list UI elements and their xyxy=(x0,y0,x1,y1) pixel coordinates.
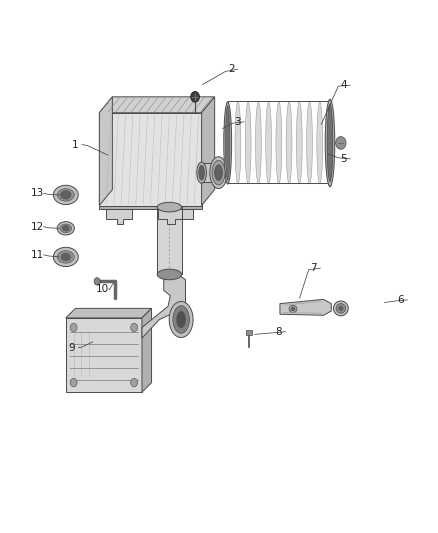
Polygon shape xyxy=(201,163,219,182)
Ellipse shape xyxy=(224,102,232,184)
Polygon shape xyxy=(66,318,142,392)
Polygon shape xyxy=(280,300,331,316)
Ellipse shape xyxy=(235,102,241,184)
Ellipse shape xyxy=(215,165,223,181)
Circle shape xyxy=(70,323,77,332)
Polygon shape xyxy=(142,272,185,338)
Ellipse shape xyxy=(297,102,302,184)
Ellipse shape xyxy=(53,247,78,266)
Polygon shape xyxy=(99,97,113,206)
Ellipse shape xyxy=(327,104,333,181)
Polygon shape xyxy=(106,206,132,224)
Ellipse shape xyxy=(57,251,74,263)
Ellipse shape xyxy=(199,165,205,180)
Ellipse shape xyxy=(169,302,193,337)
Circle shape xyxy=(191,92,199,102)
Ellipse shape xyxy=(62,225,69,231)
Text: 9: 9 xyxy=(69,343,75,353)
Polygon shape xyxy=(66,309,152,318)
Ellipse shape xyxy=(266,102,272,184)
Ellipse shape xyxy=(327,102,333,184)
Polygon shape xyxy=(142,309,152,392)
Text: 6: 6 xyxy=(398,295,404,305)
Ellipse shape xyxy=(276,102,282,184)
Ellipse shape xyxy=(57,189,74,201)
Ellipse shape xyxy=(225,102,231,184)
Bar xyxy=(246,330,252,335)
Ellipse shape xyxy=(60,191,71,199)
Polygon shape xyxy=(99,206,201,209)
Ellipse shape xyxy=(173,306,189,333)
Ellipse shape xyxy=(212,160,225,185)
Ellipse shape xyxy=(338,306,343,311)
Circle shape xyxy=(94,278,100,285)
Ellipse shape xyxy=(57,222,74,235)
Bar xyxy=(157,207,182,274)
Ellipse shape xyxy=(336,304,346,313)
Circle shape xyxy=(131,378,138,387)
Text: 8: 8 xyxy=(276,327,283,337)
Ellipse shape xyxy=(289,305,297,313)
Text: 2: 2 xyxy=(228,64,234,74)
Ellipse shape xyxy=(157,203,182,212)
Text: 5: 5 xyxy=(341,154,347,164)
Ellipse shape xyxy=(255,102,261,184)
Ellipse shape xyxy=(60,224,72,232)
Ellipse shape xyxy=(197,162,206,183)
Circle shape xyxy=(70,378,77,387)
Ellipse shape xyxy=(177,311,186,328)
Circle shape xyxy=(336,136,346,149)
Ellipse shape xyxy=(307,102,312,184)
Text: 12: 12 xyxy=(31,222,44,232)
Text: 1: 1 xyxy=(72,140,79,150)
Circle shape xyxy=(131,323,138,332)
Ellipse shape xyxy=(286,102,292,184)
Text: 7: 7 xyxy=(311,263,317,273)
Ellipse shape xyxy=(333,301,348,316)
Text: 10: 10 xyxy=(96,284,109,294)
Ellipse shape xyxy=(245,102,251,184)
Text: 13: 13 xyxy=(31,188,44,198)
Ellipse shape xyxy=(226,106,230,180)
Ellipse shape xyxy=(317,102,323,184)
Ellipse shape xyxy=(325,99,335,187)
Polygon shape xyxy=(99,97,215,113)
Polygon shape xyxy=(158,206,193,224)
Polygon shape xyxy=(99,113,201,206)
Ellipse shape xyxy=(61,253,71,261)
Ellipse shape xyxy=(157,269,182,280)
Text: 3: 3 xyxy=(234,117,241,127)
Text: 4: 4 xyxy=(341,80,347,90)
Ellipse shape xyxy=(291,307,295,311)
Ellipse shape xyxy=(53,185,78,205)
Text: 11: 11 xyxy=(31,250,44,260)
Polygon shape xyxy=(201,97,215,206)
Ellipse shape xyxy=(210,157,227,189)
